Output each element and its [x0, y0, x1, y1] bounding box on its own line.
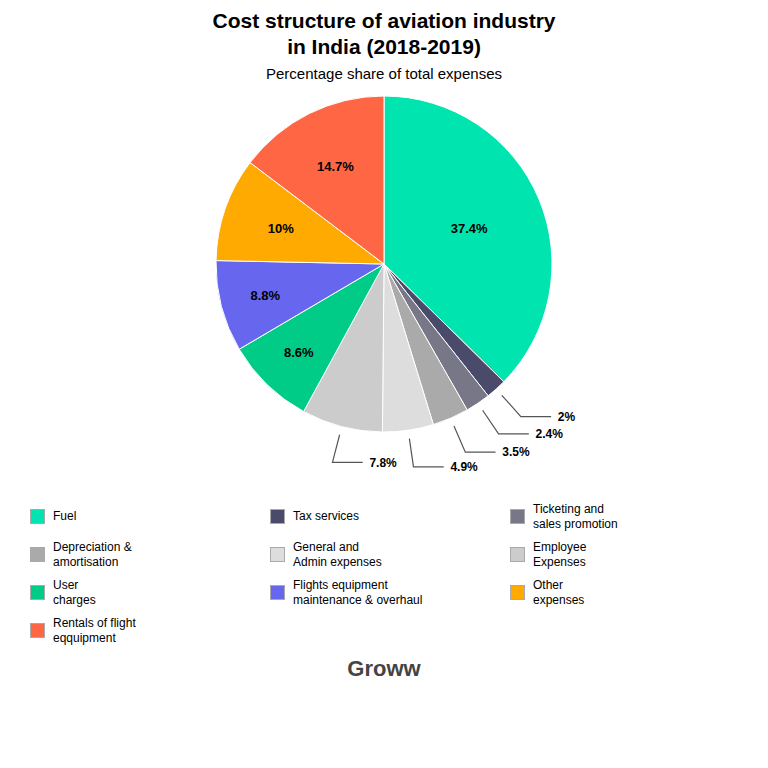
html-text:Tax services: Tax services [293, 509, 359, 523]
svg-text:8.8%: 8.8% [251, 287, 281, 302]
svg-text:14.7%: 14.7% [317, 158, 354, 173]
svg-text:37.4%: 37.4% [451, 220, 488, 235]
html-text:Ticketing and sales promotion: Ticketing and sales promotion [533, 501, 618, 531]
html-text:Employee Expenses: Employee Expenses [533, 539, 587, 569]
html-text:General and Admin expenses: General and Admin expenses [293, 539, 382, 569]
svg-text:7.8%: 7.8% [369, 455, 397, 469]
html-text:Depreciation & amortisation: Depreciation & amortisation [53, 539, 132, 569]
html-text:Flights equipment maintenance: Flights equipment maintenance & overhaul [293, 577, 423, 607]
html-text:Other expenses: Other expenses [533, 577, 585, 607]
html-text:Percentage share of total expe: Percentage share of total expenses [266, 64, 502, 82]
svg-text:8.6%: 8.6% [284, 344, 314, 359]
svg-text:2%: 2% [558, 409, 576, 423]
html-text:Cost structure of aviation ind: Cost structure of aviation industry in I… [212, 9, 556, 59]
html-text:User charges: User charges [53, 577, 96, 607]
html-text:Groww: Groww [347, 655, 421, 681]
svg-text:4.9%: 4.9% [450, 460, 478, 474]
html-text:Rentals of flight eqquipment: Rentals of flight eqquipment [53, 615, 136, 645]
html-text:Fuel: Fuel [53, 509, 77, 523]
svg-text:10%: 10% [268, 220, 294, 235]
svg-text:3.5%: 3.5% [502, 445, 530, 459]
svg-text:2.4%: 2.4% [536, 427, 564, 441]
